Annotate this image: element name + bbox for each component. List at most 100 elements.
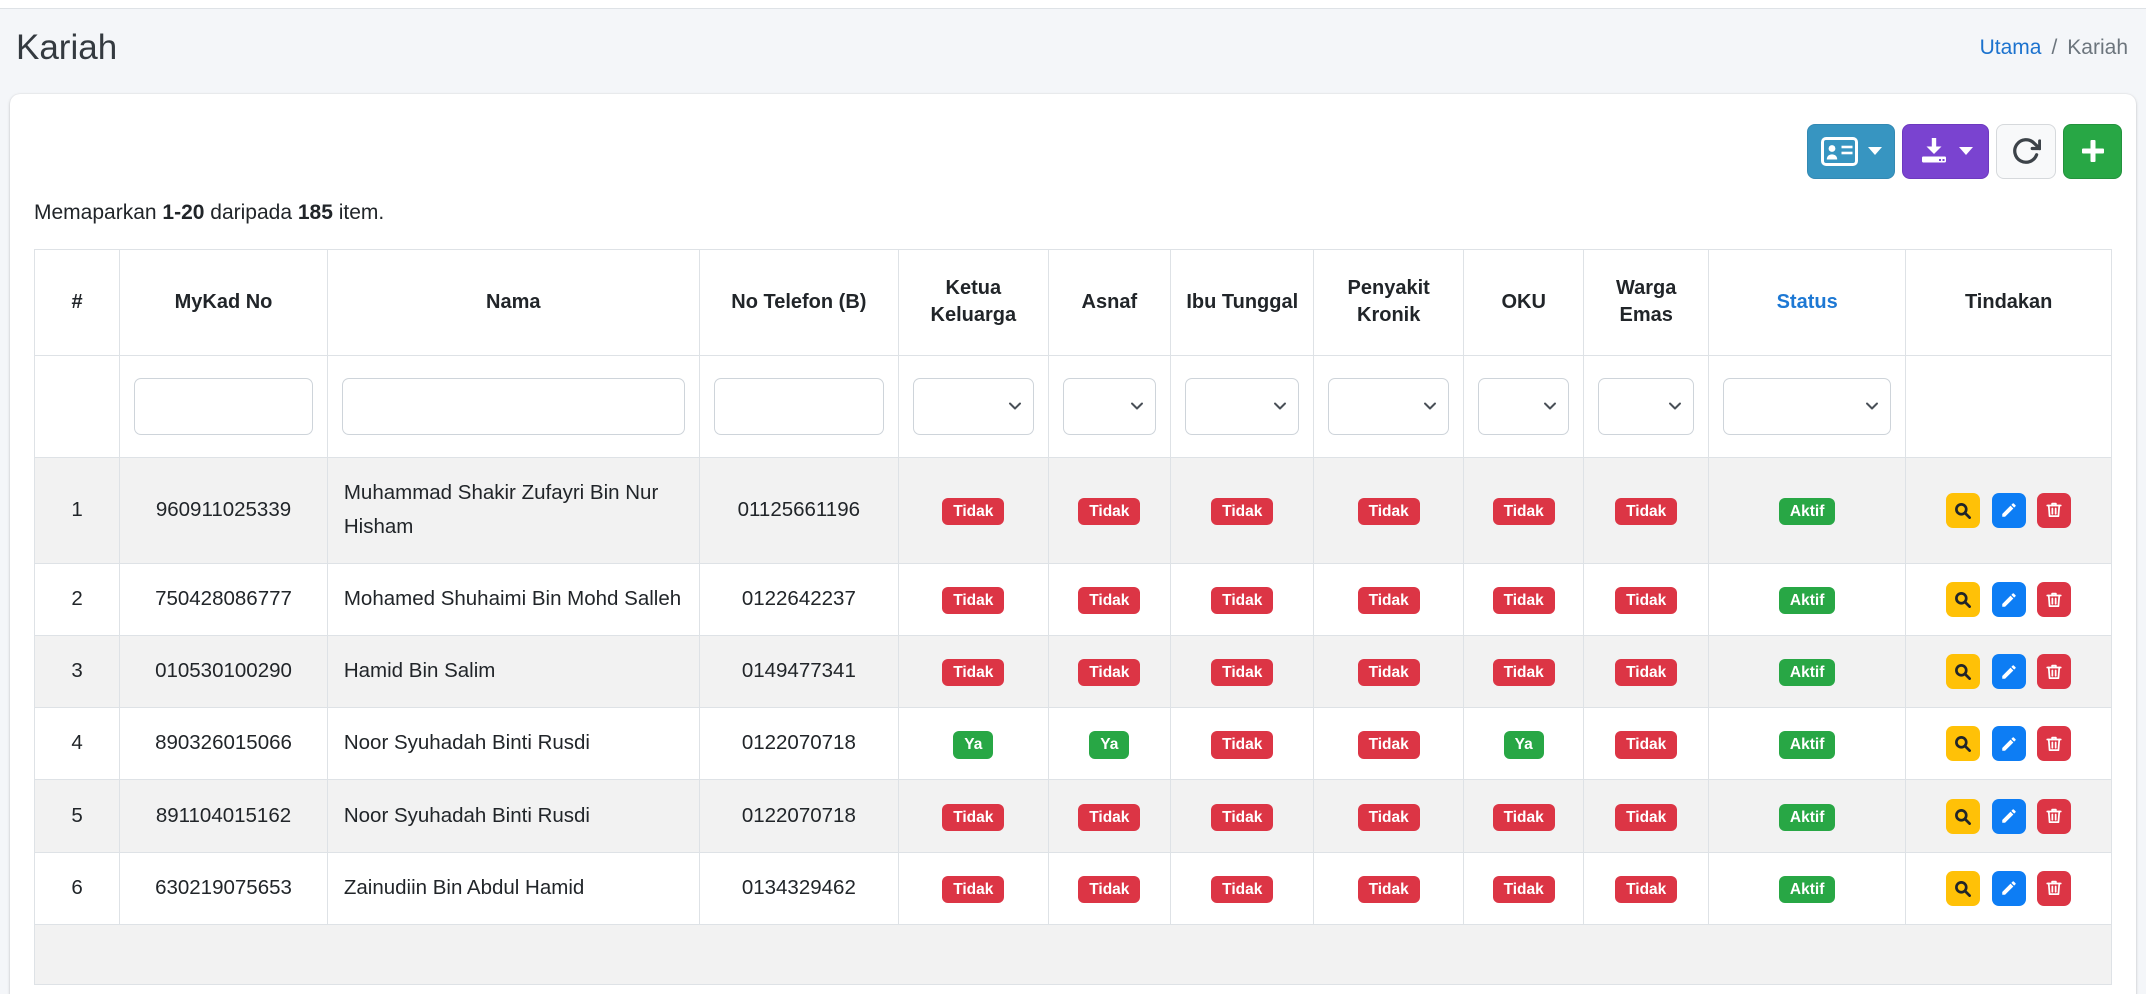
filter-input-mykad[interactable] [134,377,313,435]
row-nama: Mohamed Shuhaimi Bin Mohd Salleh [326,563,700,637]
search-icon [1953,807,1972,826]
actions-cell [1905,851,2112,925]
row-telefon: 0122642237 [698,563,900,637]
delete-button[interactable] [2037,654,2072,690]
navbar-bottom-edge [0,0,2146,9]
row-index: 1 [33,456,121,565]
trash-icon [2045,735,2063,753]
filter-select-penyakit-kronik[interactable] [1328,377,1449,435]
status-cell: Aktif [1707,707,1907,781]
actions-cell [1905,707,2112,781]
grid-container: # MyKad No Nama No Telefon (B) Ketua Kel… [33,248,2112,985]
view-button[interactable] [1945,798,1980,834]
filter-select-warga-emas[interactable] [1598,377,1694,435]
delete-button[interactable] [2037,492,2072,528]
flag-cell-ibu-tunggal: Tidak [1170,851,1315,925]
status-badge: Aktif [1778,497,1836,525]
filter-select-asnaf[interactable] [1062,377,1157,435]
row-index: 4 [33,707,121,781]
header-row: # MyKad No Nama No Telefon (B) Ketua Kel… [33,248,2112,356]
view-button[interactable] [1945,582,1980,618]
toolbar [24,123,2122,179]
flag-badge: Tidak [1357,803,1420,831]
status-cell: Aktif [1707,456,1907,565]
pencil-icon [2000,879,2018,897]
row-nama: Hamid Bin Salim [326,635,700,709]
col-header-warga-emas: Warga Emas [1583,248,1709,356]
flag-cell-ibu-tunggal: Tidak [1170,635,1315,709]
table-row: 3 010530100290 Hamid Bin Salim 014947734… [33,635,2112,709]
filter-input-telefon[interactable] [713,377,885,435]
chevron-down-icon [1958,147,1973,155]
status-badge: Aktif [1778,659,1836,687]
edit-button[interactable] [1991,654,2026,690]
flag-cell-ketua-keluarga: Tidak [898,779,1049,853]
col-header-nama: Nama [326,248,700,356]
edit-button[interactable] [1991,870,2026,906]
edit-button[interactable] [1991,492,2026,528]
flag-badge: Ya [953,731,994,759]
flag-cell-warga-emas: Tidak [1583,779,1709,853]
flag-badge: Tidak [942,875,1005,903]
flag-badge: Tidak [1078,659,1141,687]
table-row: 2 750428086777 Mohamed Shuhaimi Bin Mohd… [33,563,2112,637]
flag-cell-penyakit-kronik: Tidak [1313,635,1464,709]
flag-cell-asnaf: Ya [1047,707,1172,781]
actions-cell [1905,635,2112,709]
flag-badge: Ya [1503,731,1544,759]
col-header-oku: OKU [1462,248,1585,356]
flag-badge: Tidak [1615,875,1678,903]
view-button[interactable] [1945,726,1980,762]
search-icon [1953,590,1972,609]
flag-badge: Tidak [942,659,1005,687]
trash-icon [2045,663,2063,681]
col-header-status: Status [1707,248,1907,356]
row-mykad: 750428086777 [119,563,328,637]
edit-button[interactable] [1991,798,2026,834]
filter-select-ibu-tunggal[interactable] [1185,377,1300,435]
view-button[interactable] [1945,870,1980,906]
filter-input-nama[interactable] [341,377,685,435]
view-button[interactable] [1945,654,1980,690]
refresh-button[interactable] [1996,123,2056,179]
search-icon [1953,734,1972,753]
trash-icon [2045,591,2063,609]
summary-range: 1-20 [162,200,205,224]
flag-badge: Tidak [1357,875,1420,903]
delete-button[interactable] [2037,582,2072,618]
filter-select-oku[interactable] [1477,377,1570,435]
filter-select-status[interactable] [1723,377,1892,435]
export-dropdown-button[interactable] [1902,123,1989,179]
add-new-button[interactable] [2063,123,2122,179]
download-icon [1919,136,1949,166]
flag-badge: Ya [1089,731,1130,759]
flag-cell-asnaf: Tidak [1047,851,1172,925]
delete-button[interactable] [2037,726,2072,762]
delete-button[interactable] [2037,870,2072,906]
breadcrumb-home-link[interactable]: Utama [1979,36,2042,60]
filter-select-ketua-keluarga[interactable] [913,377,1034,435]
edit-button[interactable] [1991,582,2026,618]
col-header-ibu-tunggal: Ibu Tunggal [1170,248,1315,356]
refresh-icon [2011,136,2041,166]
view-button[interactable] [1945,492,1980,528]
flag-badge: Tidak [1211,803,1274,831]
flag-badge: Tidak [1211,587,1274,615]
flag-badge: Tidak [1492,497,1555,525]
card-view-dropdown-button[interactable] [1807,123,1895,179]
table-row: 4 890326015066 Noor Syuhadah Binti Rusdi… [33,707,2112,781]
flag-badge: Tidak [1615,803,1678,831]
flag-cell-ibu-tunggal: Tidak [1170,779,1315,853]
content-header: Kariah Utama / Kariah [0,9,2146,94]
edit-button[interactable] [1991,726,2026,762]
breadcrumb-separator: / [2051,36,2058,60]
flag-cell-penyakit-kronik: Tidak [1313,563,1464,637]
col-header-telefon: No Telefon (B) [698,248,900,356]
flag-badge: Tidak [942,587,1005,615]
status-badge: Aktif [1778,803,1836,831]
status-sort-link[interactable]: Status [1776,290,1838,313]
flag-cell-oku: Ya [1462,707,1585,781]
flag-cell-oku: Tidak [1462,779,1585,853]
pencil-icon [2000,807,2018,825]
delete-button[interactable] [2037,798,2072,834]
